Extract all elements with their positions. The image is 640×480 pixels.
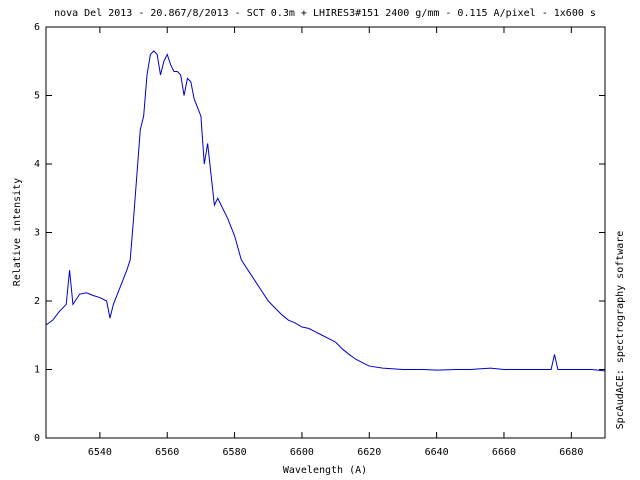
software-note: SpcAudACE: spectrography software	[615, 231, 626, 430]
x-tick-label: 6640	[425, 447, 449, 458]
y-tick-label: 3	[34, 228, 40, 239]
chart-title: nova Del 2013 - 20.867/8/2013 - SCT 0.3m…	[54, 8, 596, 19]
y-tick-label: 2	[34, 296, 40, 307]
x-tick-label: 6600	[290, 447, 314, 458]
x-tick-label: 6660	[492, 447, 516, 458]
y-tick-label: 6	[34, 22, 40, 33]
spectrum-line	[45, 50, 606, 372]
y-tick-label: 1	[34, 365, 40, 376]
x-axis-label: Wavelength (A)	[283, 465, 367, 476]
x-tick-label: 6580	[223, 447, 247, 458]
y-axis-label: Relative intensity	[12, 178, 23, 286]
y-tick-label: 0	[34, 433, 40, 444]
x-tick-label: 6540	[88, 447, 112, 458]
y-tick-label: 5	[34, 91, 40, 102]
x-tick-label: 6680	[559, 447, 583, 458]
x-tick-label: 6620	[357, 447, 381, 458]
y-tick-label: 4	[34, 159, 40, 170]
x-tick-label: 6560	[155, 447, 179, 458]
